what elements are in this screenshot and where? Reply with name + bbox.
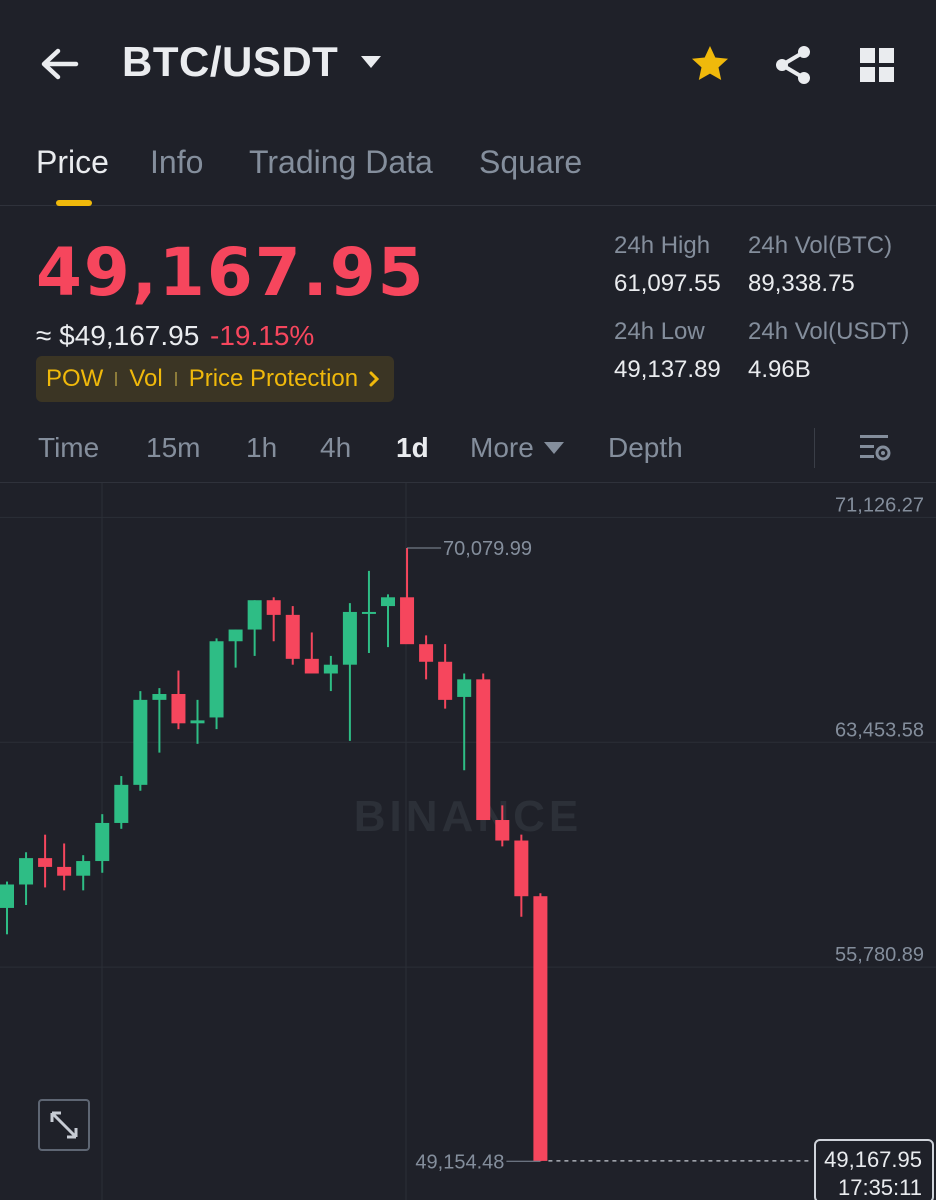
max-price-label: 70,079.99 [443, 538, 532, 560]
share-icon[interactable] [772, 44, 814, 86]
stat-vol-btc-label: 24h Vol(BTC) [748, 232, 893, 259]
tag-bar[interactable]: POW Vol Price Protection [36, 356, 394, 402]
candle-body [266, 600, 281, 615]
candle-body [323, 664, 338, 674]
stat-vol-btc-value: 89,338.75 [748, 270, 855, 297]
interval-time[interactable]: Time [38, 432, 100, 463]
last-price-time: 17:35:11 [837, 1175, 922, 1200]
candle-body [95, 822, 110, 862]
stat-low-value: 49,137.89 [614, 356, 721, 383]
candle-body [133, 699, 148, 785]
tab-price[interactable]: Price [36, 144, 109, 180]
candle-body [38, 858, 53, 867]
interval-divider [814, 428, 815, 468]
candle-body [247, 600, 262, 630]
tab-trading-data[interactable]: Trading Data [249, 144, 433, 180]
pair-name: BTC/USDT [122, 38, 339, 85]
tab-square[interactable]: Square [479, 144, 583, 180]
usd-price: ≈ $49,167.95 [36, 320, 200, 351]
stat-low-label: 24h Low [614, 318, 705, 345]
candle-body [304, 658, 319, 674]
y-axis-tick-label: 63,453.58 [835, 719, 924, 741]
candle-body [285, 614, 300, 659]
caret-down-icon [544, 442, 564, 454]
interval-15m[interactable]: 15m [146, 432, 201, 463]
candle-body [438, 661, 453, 700]
candle-body [400, 597, 415, 645]
caret-down-icon [361, 56, 382, 68]
stat-vol-usdt-label: 24h Vol(USDT) [748, 318, 910, 345]
expand-icon[interactable] [38, 1099, 90, 1151]
candle-body [457, 679, 472, 697]
candle-body [381, 597, 395, 607]
last-price-tag: 49,167.95 17:35:11 [814, 1139, 934, 1200]
price-change: -19.15% [210, 320, 315, 351]
chart-canvas: 71,126.27 63,453.58 55,780.89 BINANCE 70,079… [0, 483, 936, 1200]
tag-divider [174, 372, 177, 386]
candle-body [476, 679, 491, 821]
tag-pow: POW [46, 365, 104, 392]
candlestick-chart[interactable]: 71,126.27 63,453.58 55,780.89 BINANCE 70,079… [0, 482, 936, 1200]
candle-body [419, 644, 434, 662]
top-bar: BTC/USDT [0, 0, 936, 130]
interval-depth[interactable]: Depth [608, 432, 683, 463]
y-axis-tick-label: 55,780.89 [835, 944, 924, 966]
candle-body [342, 611, 357, 665]
candle-body [495, 820, 510, 841]
tag-price-protection: Price Protection [188, 365, 359, 392]
last-price-label: 49,167.95 [824, 1147, 922, 1172]
candle-body [19, 858, 34, 885]
min-price-label: 49,154.48 [415, 1151, 504, 1173]
tag-vol: Vol [129, 365, 163, 392]
candle-body [533, 896, 548, 1161]
stat-vol-usdt-value: 4.96B [748, 356, 811, 383]
candle-body [152, 694, 167, 700]
tag-divider [115, 372, 118, 386]
candle-body [0, 884, 14, 908]
active-tab-indicator [56, 200, 92, 206]
interval-1d[interactable]: 1d [396, 432, 429, 463]
candle-body [171, 694, 186, 724]
candle-body [76, 861, 91, 876]
candle-body [514, 840, 529, 897]
y-axis-tick-label: 71,126.27 [835, 494, 924, 516]
back-arrow-icon[interactable] [36, 40, 84, 88]
candle-body [190, 720, 205, 724]
star-icon[interactable] [690, 44, 730, 84]
candle-body [57, 866, 72, 876]
candle-body [114, 784, 129, 823]
stat-high-value: 61,097.55 [614, 270, 721, 297]
candle-body [209, 641, 224, 718]
pair-selector[interactable]: BTC/USDT [122, 38, 382, 86]
chart-settings-icon[interactable] [858, 432, 892, 464]
chevron-right-icon [369, 371, 380, 387]
stat-high-label: 24h High [614, 232, 711, 259]
interval-more[interactable]: More [470, 432, 534, 463]
interval-bar: Time 15m 1h 4h 1d More Depth [0, 420, 936, 480]
watermark-text: BINANCE [354, 792, 582, 841]
tab-info[interactable]: Info [150, 144, 204, 180]
interval-1h[interactable]: 1h [246, 432, 278, 463]
candle-body [361, 611, 376, 614]
grid-icon[interactable] [858, 46, 896, 84]
candle-body [228, 629, 243, 642]
tab-bar: Price Info Trading Data Square [0, 140, 936, 206]
last-price: 49,167.95 [36, 234, 426, 311]
interval-4h[interactable]: 4h [320, 432, 352, 463]
